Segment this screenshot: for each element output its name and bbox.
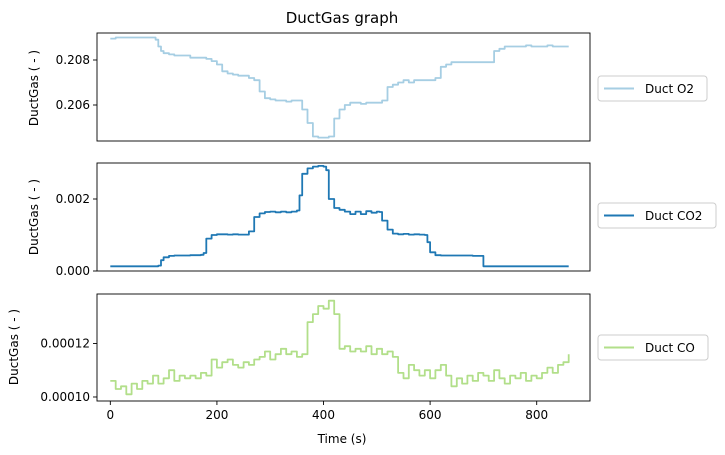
y-axis-label: DuctGas ( - ) <box>27 50 41 126</box>
plot-frame <box>96 32 591 142</box>
y-tick-label: 0.002 <box>56 192 90 206</box>
panel-co: DuctGas ( - ) 0.00010 0.00012 0 200 400 600 8… <box>7 293 709 422</box>
legend-box <box>597 334 709 361</box>
panel-o2: DuctGas ( - ) 0.206 0.208 Duct O2 <box>27 32 708 142</box>
y-axis-label: DuctGas ( - ) <box>27 179 41 255</box>
y-tick-layer: 0.000 0.002 <box>56 192 97 278</box>
x-tick-label: 0 <box>107 408 115 422</box>
y-axis-label: DuctGas ( - ) <box>7 309 21 385</box>
y-tick-label: 0.000 <box>56 264 90 278</box>
y-tick-layer: 0.206 0.208 <box>56 53 97 112</box>
series-line <box>110 299 570 396</box>
series-layer <box>110 165 569 268</box>
legend-label: Duct CO <box>645 341 695 355</box>
y-tick-label: 0.00010 <box>40 390 90 404</box>
chart-title: DuctGas graph <box>286 9 399 27</box>
y-tick-layer: 0.00010 0.00012 <box>40 336 97 404</box>
y-tick-label: 0.206 <box>56 98 90 112</box>
legend: Duct CO <box>597 334 709 361</box>
panel-co2: DuctGas ( - ) 0.000 0.002 Duct CO2 <box>27 162 717 278</box>
plot-frame <box>96 293 591 402</box>
x-tick-label: 800 <box>525 408 548 422</box>
x-tick-layer: 0 200 400 600 800 <box>107 401 548 422</box>
legend: Duct CO2 <box>597 202 717 229</box>
series-line <box>110 165 569 268</box>
x-tick-label: 200 <box>205 408 228 422</box>
legend-box <box>597 202 717 229</box>
series-layer <box>110 36 569 139</box>
series-layer <box>110 299 570 396</box>
series-line <box>110 36 569 139</box>
legend-label: Duct O2 <box>645 82 694 96</box>
legend-label: Duct CO2 <box>645 209 702 223</box>
x-tick-label: 400 <box>312 408 335 422</box>
x-axis-label: Time (s) <box>317 432 367 446</box>
x-tick-label: 600 <box>419 408 442 422</box>
plot-frame <box>96 162 591 272</box>
y-tick-label: 0.00012 <box>40 336 90 350</box>
legend-box <box>597 75 708 102</box>
y-tick-label: 0.208 <box>56 53 90 67</box>
legend: Duct O2 <box>597 75 708 102</box>
